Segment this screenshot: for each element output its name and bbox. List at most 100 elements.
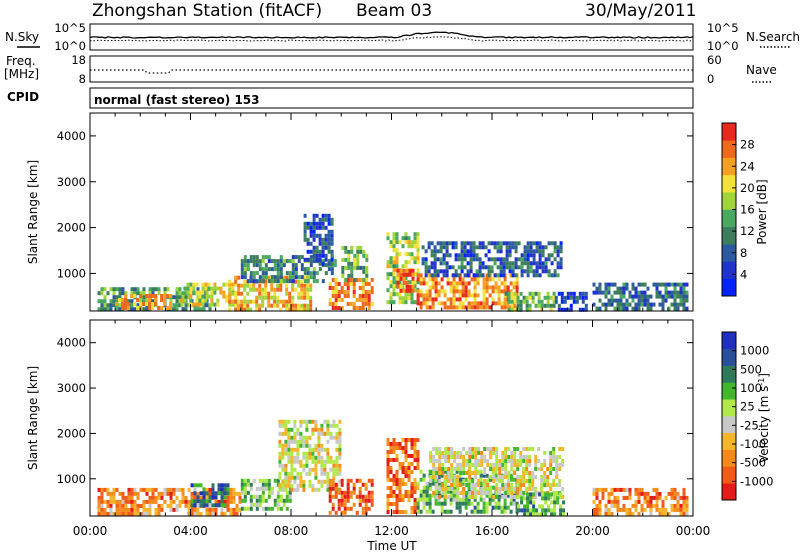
heatmap-cell — [148, 487, 152, 492]
heatmap-cell — [458, 497, 462, 502]
heatmap-cell — [511, 241, 515, 246]
heatmap-cell — [537, 291, 541, 296]
heatmap-cell — [503, 277, 507, 282]
heatmap-cell — [534, 463, 538, 467]
heatmap-cell — [438, 487, 442, 491]
heatmap-cell — [556, 253, 560, 258]
heatmap-cell — [145, 307, 149, 312]
heatmap-cell — [578, 295, 582, 300]
heatmap-cell — [252, 502, 256, 507]
heatmap-cell — [148, 495, 152, 500]
heatmap-cell — [416, 454, 420, 458]
heatmap-cell — [634, 503, 638, 508]
heatmap-cell — [205, 303, 209, 308]
heatmap-cell — [410, 506, 414, 510]
heatmap-cell — [494, 285, 498, 290]
heatmap-cell — [523, 269, 527, 274]
heatmap-cell — [297, 307, 301, 312]
heatmap-cell — [492, 475, 496, 479]
heatmap-cell — [136, 503, 140, 508]
heatmap-cell — [234, 282, 238, 287]
heatmap-cell — [622, 306, 626, 311]
heatmap-cell — [118, 298, 122, 302]
heatmap-cell — [367, 306, 371, 310]
heatmap-cell — [324, 217, 328, 222]
heatmap-cell — [309, 303, 313, 308]
heatmap-cell — [467, 301, 471, 306]
heatmap-cell — [118, 503, 122, 508]
heatmap-cell — [279, 279, 283, 284]
heatmap-cell — [444, 475, 448, 479]
heatmap-cell — [288, 490, 292, 495]
heatmap-cell — [334, 298, 338, 302]
heatmap-cell — [474, 495, 478, 499]
heatmap-cell — [407, 240, 411, 245]
heatmap-cell — [258, 267, 262, 272]
heatmap-cell — [625, 511, 629, 516]
heatmap-cell — [450, 451, 454, 455]
heatmap-cell — [121, 507, 125, 512]
heatmap-cell — [318, 237, 322, 242]
heatmap-cell — [273, 263, 277, 268]
heatmap-cell — [228, 299, 232, 304]
heatmap-cell — [558, 447, 562, 451]
heatmap-cell — [407, 236, 411, 241]
heatmap-cell — [340, 482, 344, 487]
heatmap-cell — [332, 467, 336, 472]
heatmap-cell — [115, 287, 119, 292]
heatmap-cell — [264, 263, 268, 268]
heatmap-cell — [559, 504, 563, 509]
heatmap-cell — [634, 302, 638, 307]
heatmap-cell — [520, 253, 524, 258]
heatmap-cell — [276, 271, 280, 276]
heatmap-cell — [184, 303, 188, 308]
heatmap-cell — [457, 273, 461, 278]
colorbar-tick-label: 28 — [740, 138, 755, 152]
heatmap-cell — [595, 491, 599, 496]
heatmap-cell — [223, 491, 227, 496]
heatmap-cell — [494, 473, 498, 478]
heatmap-cell — [514, 257, 518, 262]
heatmap-cell — [285, 275, 289, 280]
cpid-panel-frame — [89, 87, 694, 109]
heatmap-cell — [493, 245, 497, 250]
heatmap-cell — [234, 303, 238, 308]
heatmap-cell — [510, 467, 514, 471]
heatmap-cell — [440, 493, 444, 498]
heatmap-cell — [549, 459, 553, 463]
heatmap-cell — [428, 297, 432, 302]
heatmap-cell — [489, 475, 493, 479]
heatmap-cell — [323, 419, 327, 424]
heatmap-cell — [652, 495, 656, 500]
heatmap-cell — [550, 492, 554, 497]
heatmap-cell — [485, 297, 489, 302]
heatmap-cell — [456, 483, 460, 487]
heatmap-cell — [299, 435, 303, 440]
heatmap-cell — [634, 290, 638, 295]
heatmap-cell — [190, 503, 194, 508]
heatmap-cell — [437, 489, 441, 494]
heatmap-cell — [601, 302, 605, 307]
heatmap-cell — [392, 280, 396, 285]
heatmap-cell — [449, 301, 453, 306]
heatmap-cell — [346, 486, 350, 491]
heatmap-cell — [637, 282, 641, 287]
heatmap-cell — [613, 487, 617, 492]
heatmap-cell — [505, 245, 509, 250]
heatmap-cell — [532, 249, 536, 254]
heatmap-cell — [482, 293, 486, 298]
heatmap-cell — [422, 281, 426, 286]
heatmap-cell — [332, 459, 336, 464]
heatmap-cell — [124, 511, 128, 516]
heatmap-cell — [309, 287, 313, 292]
heatmap-cell — [217, 483, 221, 488]
heatmap-cell — [640, 302, 644, 307]
heatmap-cell — [543, 459, 547, 463]
heatmap-cell — [264, 279, 268, 284]
heatmap-cell — [243, 295, 247, 300]
heatmap-cell — [553, 269, 557, 274]
heatmap-cell — [553, 512, 557, 517]
heatmap-cell — [432, 463, 436, 467]
heatmap-cell — [475, 273, 479, 278]
